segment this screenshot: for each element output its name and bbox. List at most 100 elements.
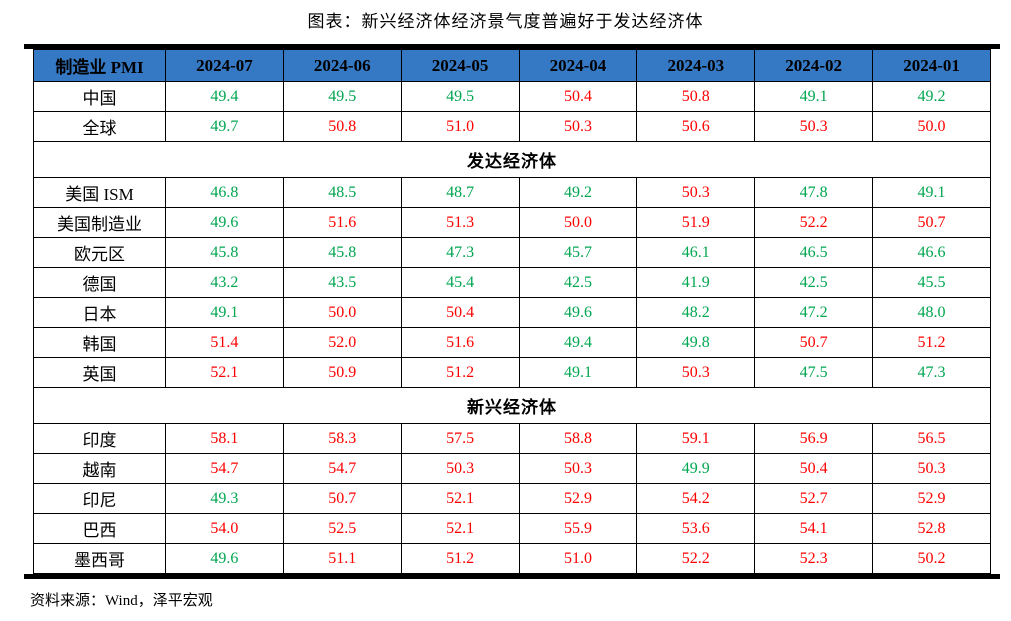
value-cell: 51.2 xyxy=(400,357,520,388)
value-cell: 49.2 xyxy=(518,177,638,208)
value-cell: 51.3 xyxy=(400,207,520,238)
value-cell: 51.1 xyxy=(282,543,402,574)
table-row: 韩国 51.4 52.0 51.6 49.4 49.8 50.7 51.2 xyxy=(33,327,991,358)
value-cell: 49.5 xyxy=(282,81,402,112)
value-cell: 50.7 xyxy=(754,327,874,358)
value-cell: 50.3 xyxy=(518,111,638,142)
section-row: 发达经济体 xyxy=(33,141,991,178)
table-row: 美国制造业 49.6 51.6 51.3 50.0 51.9 52.2 50.7 xyxy=(33,207,991,238)
row-label: 巴西 xyxy=(33,513,166,544)
value-cell: 49.4 xyxy=(165,81,284,112)
value-cell: 50.0 xyxy=(872,111,991,142)
value-cell: 50.4 xyxy=(518,81,638,112)
value-cell: 58.8 xyxy=(518,423,638,454)
value-cell: 54.0 xyxy=(165,513,284,544)
value-cell: 46.8 xyxy=(165,177,284,208)
header-cell: 2024-03 xyxy=(636,49,756,82)
value-cell: 49.7 xyxy=(165,111,284,142)
value-cell: 52.2 xyxy=(754,207,874,238)
row-label: 越南 xyxy=(33,453,166,484)
value-cell: 50.3 xyxy=(754,111,874,142)
value-cell: 56.5 xyxy=(872,423,991,454)
value-cell: 47.3 xyxy=(400,237,520,268)
value-cell: 50.4 xyxy=(754,453,874,484)
header-cell: 2024-01 xyxy=(872,49,991,82)
value-cell: 46.5 xyxy=(754,237,874,268)
header-cell: 2024-05 xyxy=(400,49,520,82)
value-cell: 52.9 xyxy=(518,483,638,514)
value-cell: 56.9 xyxy=(754,423,874,454)
row-label: 中国 xyxy=(33,81,166,112)
value-cell: 47.5 xyxy=(754,357,874,388)
value-cell: 50.3 xyxy=(400,453,520,484)
value-cell: 51.0 xyxy=(518,543,638,574)
source-note: 资料来源：Wind，泽平宏观 xyxy=(30,593,213,609)
value-cell: 50.3 xyxy=(636,177,756,208)
value-cell: 49.6 xyxy=(165,543,284,574)
value-cell: 50.4 xyxy=(400,297,520,328)
value-cell: 54.7 xyxy=(282,453,402,484)
value-cell: 46.6 xyxy=(872,237,991,268)
value-cell: 50.2 xyxy=(872,543,991,574)
value-cell: 50.7 xyxy=(282,483,402,514)
value-cell: 49.1 xyxy=(872,177,991,208)
value-cell: 46.1 xyxy=(636,237,756,268)
value-cell: 49.8 xyxy=(636,327,756,358)
value-cell: 42.5 xyxy=(754,267,874,298)
value-cell: 48.0 xyxy=(872,297,991,328)
table-row: 日本 49.1 50.0 50.4 49.6 48.2 47.2 48.0 xyxy=(33,297,991,328)
table-row: 英国 52.1 50.9 51.2 49.1 50.3 47.5 47.3 xyxy=(33,357,991,388)
value-cell: 49.3 xyxy=(165,483,284,514)
value-cell: 57.5 xyxy=(400,423,520,454)
value-cell: 48.7 xyxy=(400,177,520,208)
value-cell: 50.7 xyxy=(872,207,991,238)
value-cell: 49.1 xyxy=(165,297,284,328)
value-cell: 52.8 xyxy=(872,513,991,544)
value-cell: 45.8 xyxy=(282,237,402,268)
value-cell: 49.5 xyxy=(400,81,520,112)
header-cell: 2024-02 xyxy=(754,49,874,82)
row-label: 美国制造业 xyxy=(33,207,166,238)
value-cell: 43.5 xyxy=(282,267,402,298)
row-label: 德国 xyxy=(33,267,166,298)
table-row: 越南 54.7 54.7 50.3 50.3 49.9 50.4 50.3 xyxy=(33,453,991,484)
row-label: 印度 xyxy=(33,423,166,454)
table-header-row: 制造业 PMI 2024-07 2024-06 2024-05 2024-04 2024-… xyxy=(33,49,991,82)
value-cell: 49.9 xyxy=(636,453,756,484)
table-row: 全球 49.7 50.8 51.0 50.3 50.6 50.3 50.0 xyxy=(33,111,991,142)
value-cell: 55.9 xyxy=(518,513,638,544)
value-cell: 41.9 xyxy=(636,267,756,298)
table-row: 印度 58.1 58.3 57.5 58.8 59.1 56.9 56.5 xyxy=(33,423,991,454)
table-row: 墨西哥 49.6 51.1 51.2 51.0 52.2 52.3 50.2 xyxy=(33,543,991,574)
value-cell: 50.8 xyxy=(282,111,402,142)
table-row: 中国 49.4 49.5 49.5 50.4 50.8 49.1 49.2 xyxy=(33,81,991,112)
value-cell: 52.9 xyxy=(872,483,991,514)
value-cell: 47.8 xyxy=(754,177,874,208)
value-cell: 59.1 xyxy=(636,423,756,454)
value-cell: 52.1 xyxy=(400,483,520,514)
value-cell: 50.0 xyxy=(518,207,638,238)
page-title: 图表：新兴经济体经济景气度普遍好于发达经济体 xyxy=(307,12,704,31)
value-cell: 45.5 xyxy=(872,267,991,298)
value-cell: 51.2 xyxy=(400,543,520,574)
table-row: 美国 ISM 46.8 48.5 48.7 49.2 50.3 47.8 49.1 xyxy=(33,177,991,208)
row-label: 韩国 xyxy=(33,327,166,358)
value-cell: 58.3 xyxy=(282,423,402,454)
value-cell: 48.2 xyxy=(636,297,756,328)
header-cell: 2024-04 xyxy=(518,49,638,82)
value-cell: 45.8 xyxy=(165,237,284,268)
value-cell: 42.5 xyxy=(518,267,638,298)
value-cell: 58.1 xyxy=(165,423,284,454)
table-row: 印尼 49.3 50.7 52.1 52.9 54.2 52.7 52.9 xyxy=(33,483,991,514)
value-cell: 49.1 xyxy=(754,81,874,112)
row-label: 墨西哥 xyxy=(33,543,166,574)
value-cell: 50.3 xyxy=(872,453,991,484)
value-cell: 43.2 xyxy=(165,267,284,298)
header-cell: 2024-07 xyxy=(165,49,284,82)
pmi-table-wrapper: 制造业 PMI 2024-07 2024-06 2024-05 2024-04 2024-… xyxy=(24,44,1000,579)
row-label: 欧元区 xyxy=(33,237,166,268)
value-cell: 50.3 xyxy=(636,357,756,388)
value-cell: 50.0 xyxy=(282,297,402,328)
value-cell: 54.2 xyxy=(636,483,756,514)
value-cell: 48.5 xyxy=(282,177,402,208)
